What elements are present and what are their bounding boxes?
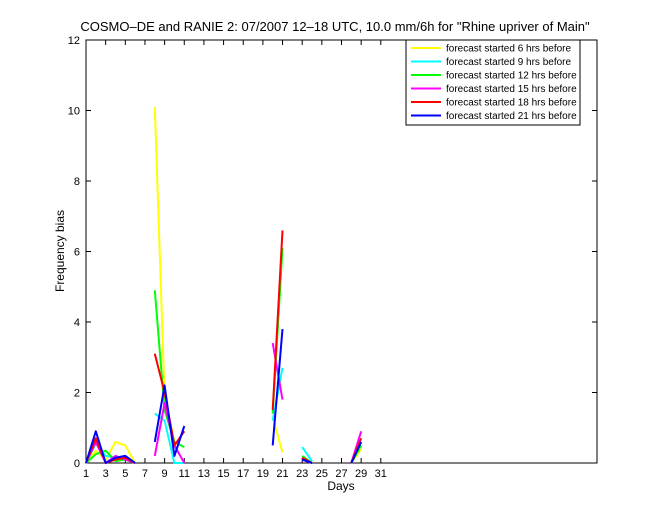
x-tick-label: 13 bbox=[198, 468, 210, 480]
legend: forecast started 6 hrs before forecast st… bbox=[405, 39, 581, 126]
y-axis-label: Frequency bias bbox=[53, 210, 67, 292]
x-tick-label: 9 bbox=[162, 468, 168, 480]
series-lines bbox=[85, 106, 363, 464]
series-line-6 bbox=[271, 329, 284, 446]
x-tick-label: 21 bbox=[276, 468, 288, 480]
legend-entry-label: forecast started 9 hrs before bbox=[446, 57, 572, 68]
legend-entry-label: forecast started 6 hrs before bbox=[446, 44, 572, 55]
legend-entry-label: forecast started 15 hrs before bbox=[446, 84, 577, 95]
series-line-4 bbox=[271, 342, 284, 400]
y-tick-label: 4 bbox=[74, 317, 80, 329]
series-line-5 bbox=[271, 230, 284, 411]
x-tick-label: 23 bbox=[296, 468, 308, 480]
y-tick-label: 12 bbox=[68, 35, 80, 47]
x-tick-label: 19 bbox=[257, 468, 269, 480]
legend-entry-label: forecast started 12 hrs before bbox=[446, 71, 577, 82]
x-tick-label: 27 bbox=[335, 468, 347, 480]
legend-entry-label: forecast started 21 hrs before bbox=[446, 111, 577, 122]
y-tick-label: 8 bbox=[74, 176, 80, 188]
series-line-6 bbox=[350, 441, 363, 464]
series-line-6 bbox=[301, 458, 313, 464]
x-tick-label: 1 bbox=[83, 468, 89, 480]
x-tick-label: 7 bbox=[142, 468, 148, 480]
y-tick-label: 6 bbox=[74, 247, 80, 259]
x-tick-label: 3 bbox=[103, 468, 109, 480]
legend-entry-label: forecast started 18 hrs before bbox=[446, 98, 577, 109]
x-tick-label: 17 bbox=[237, 468, 249, 480]
x-tick-label: 31 bbox=[375, 468, 387, 480]
x-tick-label: 29 bbox=[355, 468, 367, 480]
chart-title: COSMO–DE and RANIE 2: 07/2007 12–18 UTC,… bbox=[80, 19, 590, 34]
y-tick-label: 0 bbox=[74, 458, 80, 470]
y-tick-label: 10 bbox=[68, 106, 80, 118]
x-tick-label: 11 bbox=[179, 468, 190, 480]
series-line-6 bbox=[153, 384, 186, 457]
series-line-2 bbox=[301, 446, 313, 462]
legend-box bbox=[405, 39, 581, 126]
series-line-1 bbox=[85, 440, 136, 464]
x-axis-label: Days bbox=[327, 479, 354, 493]
x-tick-label: 25 bbox=[316, 468, 328, 480]
x-tick-label: 5 bbox=[122, 468, 128, 480]
x-tick-label: 15 bbox=[217, 468, 229, 480]
series-line-6 bbox=[85, 430, 136, 464]
y-tick-label: 2 bbox=[74, 388, 80, 400]
